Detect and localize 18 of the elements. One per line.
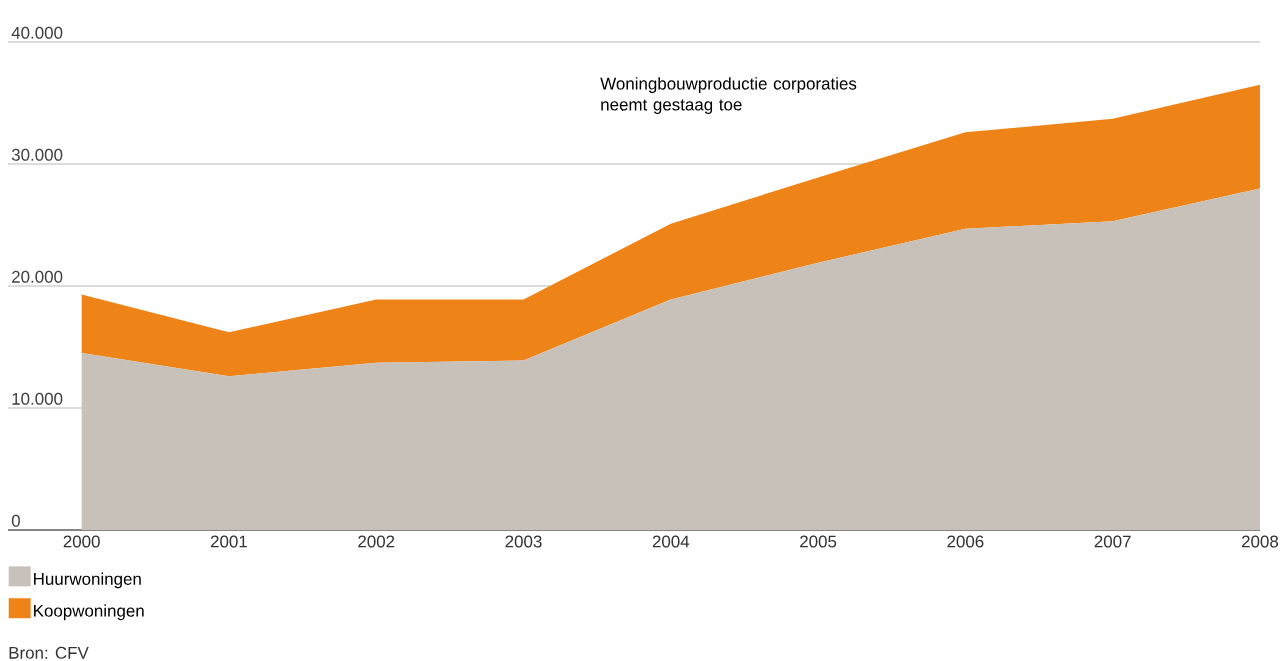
x-tick-label: 2000 (63, 535, 100, 548)
y-tick-label: 20.000 (12, 270, 63, 283)
y-tick-label: 30.000 (11, 148, 63, 161)
y-tick-label: 40.000 (11, 26, 63, 39)
x-tick-label: 2003 (505, 535, 542, 548)
x-tick-label: 2008 (1241, 535, 1279, 548)
x-tick-label: 2007 (1094, 535, 1131, 548)
text: Bron: CFV (9, 646, 89, 659)
x-tick-label: 2005 (800, 535, 837, 548)
legend-label: Huurwoningen (34, 572, 141, 589)
annotation: Woningbouwproductie corporaties neemt gestaag toe (600, 77, 857, 114)
legend-label: Koopwoningen (34, 604, 144, 621)
x-tick-label: 2002 (358, 535, 395, 548)
y-tick-label: 0 (11, 514, 20, 527)
x-tick-label: 2006 (947, 535, 984, 548)
x-tick-label: 2004 (652, 535, 690, 548)
x-tick-label: 2001 (210, 535, 247, 548)
y-tick-label: 10.000 (12, 392, 63, 405)
